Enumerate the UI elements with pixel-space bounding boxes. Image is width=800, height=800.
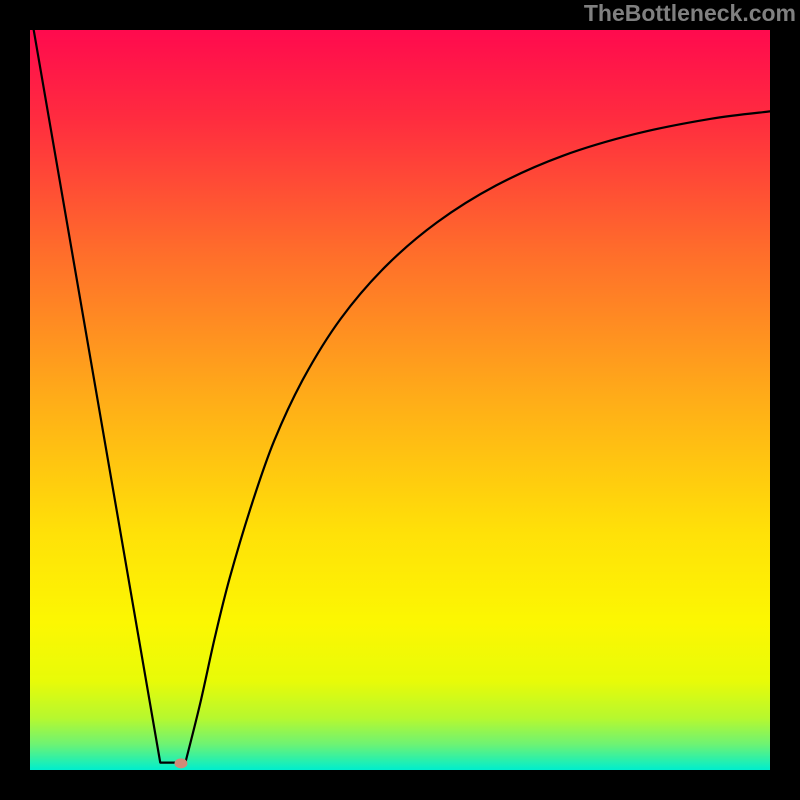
gradient-background [30,30,770,770]
watermark-text: TheBottleneck.com [584,0,796,27]
plot-area [30,30,770,770]
figure-root: TheBottleneck.com [0,0,800,800]
chart-svg [30,30,770,770]
valley-marker [174,758,187,768]
